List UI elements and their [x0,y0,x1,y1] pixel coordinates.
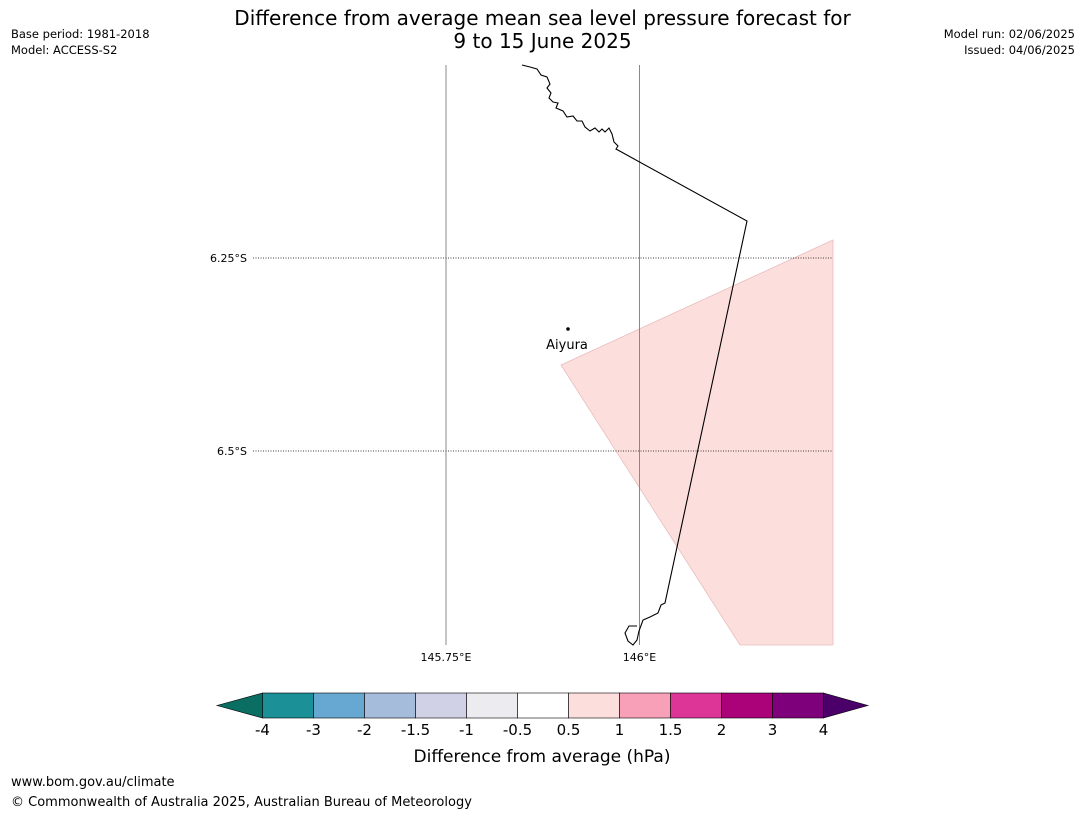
colorbar-tick-label: -1 [459,721,474,739]
metadata-left: Base period: 1981-2018 Model: ACCESS-S2 [11,26,150,58]
aiyura-label: Aiyura [546,338,588,353]
base-period-label: Base period: 1981-2018 [11,27,150,41]
lat-label-6-25: 6.25°S [210,252,247,265]
colorbar-tick-label: 1.5 [659,721,683,739]
colorbar-bin [313,692,365,719]
colorbar-bin [619,692,671,719]
colorbar-tick-label: -0.5 [503,721,532,739]
colorbar-extend-low [215,692,263,719]
colorbar-tick-label: 2 [717,721,727,739]
colorbar-bin [466,692,518,719]
model-run-label: Model run: 02/06/2025 [943,27,1075,41]
issued-label: Issued: 04/06/2025 [964,43,1075,57]
aiyura-marker [566,327,570,331]
colorbar-tick-label: -2 [357,721,372,739]
colorbar-legend: -4 -3 -2 -1.5 -1 -0.5 0.5 1 1.5 2 3 4 [215,692,870,739]
legend-title: Difference from average (hPa) [414,747,671,767]
lon-label-145-75: 145.75°E [421,651,472,664]
colorbar-tick-label: -1.5 [401,721,430,739]
colorbar-tick-label: 3 [768,721,778,739]
colorbar-tick-label: 1 [615,721,625,739]
map-title: Difference from average mean sea level p… [140,7,945,53]
model-label: Model: ACCESS-S2 [11,43,118,57]
lon-label-146: 146°E [623,651,656,664]
coastline [521,64,748,646]
map-title-line2: 9 to 15 June 2025 [453,29,632,53]
colorbar-bin [262,692,314,719]
colorbar-tick-label: 4 [819,721,829,739]
colorbar-bin [517,692,569,719]
colorbar-bin [415,692,467,719]
colorbar-tick-label: -3 [306,721,321,739]
colorbar-extend-high [823,692,870,719]
lat-label-6-5: 6.5°S [217,445,247,458]
map-title-line1: Difference from average mean sea level p… [234,6,851,30]
colorbar-tick-label: -4 [255,721,270,739]
metadata-right: Model run: 02/06/2025 Issued: 04/06/2025 [944,26,1075,58]
colorbar-bin [772,692,824,719]
colorbar-bin [568,692,620,719]
colorbar-tick-label: 0.5 [557,721,581,739]
pressure-anomaly-shading [560,239,834,646]
colorbar-bin [364,692,416,719]
colorbar-bin [670,692,722,719]
footer-copyright: © Commonwealth of Australia 2025, Austra… [11,795,472,810]
footer-url: www.bom.gov.au/climate [11,775,175,790]
colorbar-bin [721,692,773,719]
